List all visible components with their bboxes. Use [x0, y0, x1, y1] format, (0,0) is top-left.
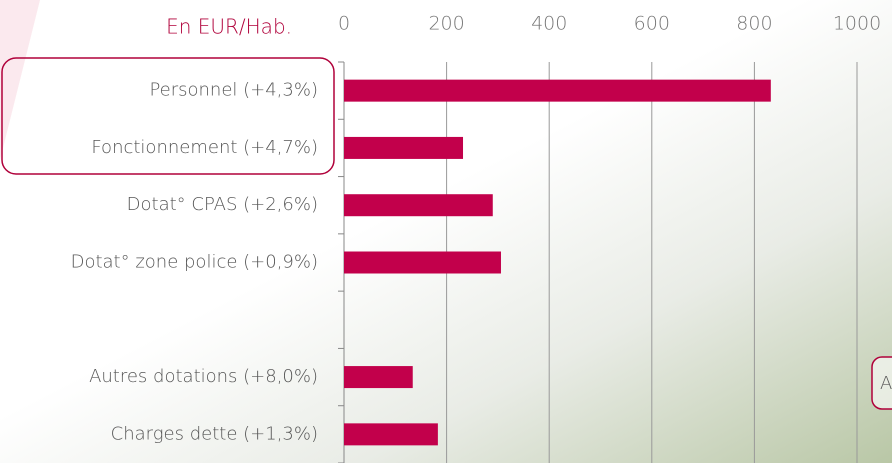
y-tick-label: Charges dette (+1,3%) — [111, 423, 318, 444]
bar — [344, 194, 493, 217]
x-tick-label: 200 — [428, 13, 464, 35]
y-tick-label: Dotat° CPAS (+2,6%) — [127, 194, 318, 215]
x-tick-label: 0 — [338, 13, 350, 35]
decor-stripe — [0, 0, 40, 160]
x-tick-label: 600 — [634, 13, 670, 35]
bar — [344, 136, 464, 159]
bar — [344, 423, 438, 446]
bar — [344, 366, 413, 389]
axis-label: En EUR/Hab. — [166, 15, 292, 39]
x-tick-label: 800 — [736, 13, 772, 35]
annotation-box — [871, 356, 892, 410]
y-tick-label: Dotat° zone police (+0,9%) — [71, 252, 318, 273]
y-tick-label: Personnel (+4,3%) — [149, 80, 318, 101]
bar — [344, 251, 501, 274]
annotation: A — [880, 373, 892, 394]
x-tick-label: 1000 — [833, 13, 881, 35]
x-tick-label: 400 — [531, 13, 567, 35]
highlight-box — [1, 57, 335, 175]
y-tick-label: Autres dotations (+8,0%) — [89, 366, 318, 387]
y-tick-label: Fonctionnement (+4,7%) — [91, 137, 318, 158]
bar — [344, 79, 771, 102]
